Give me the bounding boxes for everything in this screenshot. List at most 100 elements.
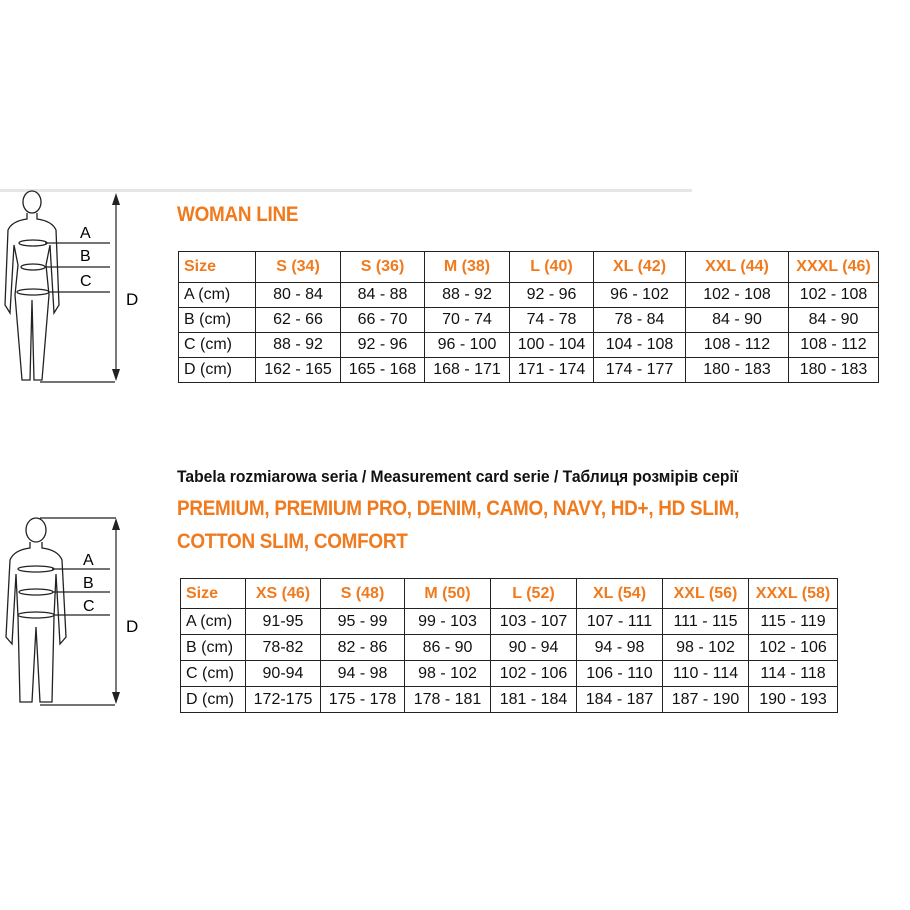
label-b: B bbox=[83, 575, 94, 592]
table-cell: 78-82 bbox=[245, 634, 321, 661]
label-d: D bbox=[126, 290, 138, 309]
label-c: C bbox=[80, 273, 92, 290]
woman-figure-diagram: A B C D bbox=[4, 190, 138, 383]
table-cell: 174 - 177 bbox=[593, 357, 686, 383]
column-header: XL (42) bbox=[593, 251, 686, 283]
table-cell: 96 - 102 bbox=[593, 282, 686, 308]
cropped-header-line bbox=[0, 189, 692, 192]
table-row: C (cm) 90-94 94 - 98 98 - 102 102 - 106 106 -… bbox=[180, 660, 838, 687]
table-cell: 190 - 193 bbox=[748, 686, 838, 713]
column-header: M (50) bbox=[404, 578, 491, 609]
column-header: XS (46) bbox=[245, 578, 321, 609]
label-b: B bbox=[80, 248, 91, 265]
table-cell: 106 - 110 bbox=[576, 660, 663, 687]
table-cell: 88 - 92 bbox=[255, 332, 341, 358]
table-cell: 110 - 114 bbox=[662, 660, 749, 687]
table-cell: 62 - 66 bbox=[255, 307, 341, 333]
table-cell: 66 - 70 bbox=[340, 307, 425, 333]
table-cell: 74 - 78 bbox=[509, 307, 594, 333]
table-row: A (cm) 91-95 95 - 99 99 - 103 103 - 107 107 -… bbox=[180, 608, 838, 635]
table-cell: 102 - 108 bbox=[685, 282, 789, 308]
table-cell: 80 - 84 bbox=[255, 282, 341, 308]
table-cell: 86 - 90 bbox=[404, 634, 491, 661]
table-cell: 98 - 102 bbox=[404, 660, 491, 687]
table-row: B (cm) 78-82 82 - 86 86 - 90 90 - 94 94 - 98 9… bbox=[180, 634, 838, 661]
table-cell: 107 - 111 bbox=[576, 608, 663, 635]
table-cell: 114 - 118 bbox=[748, 660, 838, 687]
table-cell: 84 - 90 bbox=[685, 307, 789, 333]
measurement-subtitle: Tabela rozmiarowa seria / Measurement ca… bbox=[177, 467, 739, 486]
premium-size-table: Size XS (46) S (48) M (50) L (52) XL (54) XXL … bbox=[180, 578, 838, 713]
table-cell: 98 - 102 bbox=[662, 634, 749, 661]
column-header: L (52) bbox=[490, 578, 577, 609]
table-cell: 180 - 183 bbox=[788, 357, 879, 383]
table-cell: 92 - 96 bbox=[509, 282, 594, 308]
table-cell: 108 - 112 bbox=[685, 332, 789, 358]
column-header: XXL (56) bbox=[662, 578, 749, 609]
column-header: XXXL (46) bbox=[788, 251, 879, 283]
table-cell: 108 - 112 bbox=[788, 332, 879, 358]
column-header: S (36) bbox=[340, 251, 425, 283]
woman-line-title: WOMAN LINE bbox=[177, 203, 299, 226]
table-cell: 70 - 74 bbox=[424, 307, 510, 333]
row-label: B (cm) bbox=[178, 307, 256, 333]
table-cell: 184 - 187 bbox=[576, 686, 663, 713]
row-label: D (cm) bbox=[178, 357, 256, 383]
column-header: M (38) bbox=[424, 251, 510, 283]
header-row: Size S (34) S (36) M (38) L (40) XL (42) XXL (… bbox=[178, 251, 879, 283]
row-label: C (cm) bbox=[180, 660, 246, 687]
label-c: C bbox=[83, 598, 95, 615]
column-header: XXL (44) bbox=[685, 251, 789, 283]
table-cell: 84 - 88 bbox=[340, 282, 425, 308]
premium-title-line1: PREMIUM, PREMIUM PRO, DENIM, CAMO, NAVY,… bbox=[177, 497, 740, 520]
column-header: S (48) bbox=[320, 578, 405, 609]
table-cell: 92 - 96 bbox=[340, 332, 425, 358]
row-label: B (cm) bbox=[180, 634, 246, 661]
table-cell: 175 - 178 bbox=[320, 686, 405, 713]
table-cell: 84 - 90 bbox=[788, 307, 879, 333]
table-cell: 104 - 108 bbox=[593, 332, 686, 358]
table-row: D (cm) 172-175 175 - 178 178 - 181 181 - 184… bbox=[180, 686, 838, 713]
label-a: A bbox=[83, 552, 94, 569]
table-cell: 88 - 92 bbox=[424, 282, 510, 308]
row-label: C (cm) bbox=[178, 332, 256, 358]
header-row: Size XS (46) S (48) M (50) L (52) XL (54) XXL … bbox=[180, 578, 838, 609]
table-cell: 99 - 103 bbox=[404, 608, 491, 635]
table-cell: 82 - 86 bbox=[320, 634, 405, 661]
table-cell: 187 - 190 bbox=[662, 686, 749, 713]
label-a: A bbox=[80, 225, 91, 242]
column-header: Size bbox=[178, 251, 256, 283]
table-cell: 171 - 174 bbox=[509, 357, 594, 383]
table-cell: 94 - 98 bbox=[576, 634, 663, 661]
column-header: S (34) bbox=[255, 251, 341, 283]
table-cell: 111 - 115 bbox=[662, 608, 749, 635]
table-cell: 162 - 165 bbox=[255, 357, 341, 383]
table-cell: 180 - 183 bbox=[685, 357, 789, 383]
column-header: XXXL (58) bbox=[748, 578, 838, 609]
table-cell: 90-94 bbox=[245, 660, 321, 687]
table-cell: 181 - 184 bbox=[490, 686, 577, 713]
table-cell: 90 - 94 bbox=[490, 634, 577, 661]
column-header: Size bbox=[180, 578, 246, 609]
table-cell: 102 - 108 bbox=[788, 282, 879, 308]
table-cell: 103 - 107 bbox=[490, 608, 577, 635]
table-cell: 95 - 99 bbox=[320, 608, 405, 635]
table-cell: 172-175 bbox=[245, 686, 321, 713]
premium-title-line2: COTTON SLIM, COMFORT bbox=[177, 530, 408, 553]
table-row: B (cm) 62 - 66 66 - 70 70 - 74 74 - 78 78 - 8… bbox=[178, 307, 879, 333]
table-row: D (cm) 162 - 165 165 - 168 168 - 171 171 - 1… bbox=[178, 357, 879, 383]
table-row: A (cm) 80 - 84 84 - 88 88 - 92 92 - 96 96 - 1… bbox=[178, 282, 879, 308]
table-cell: 94 - 98 bbox=[320, 660, 405, 687]
row-label: D (cm) bbox=[180, 686, 246, 713]
man-figure-diagram: A B C D bbox=[5, 517, 138, 706]
table-cell: 102 - 106 bbox=[748, 634, 838, 661]
table-cell: 100 - 104 bbox=[509, 332, 594, 358]
table-cell: 168 - 171 bbox=[424, 357, 510, 383]
table-cell: 78 - 84 bbox=[593, 307, 686, 333]
table-cell: 178 - 181 bbox=[404, 686, 491, 713]
column-header: L (40) bbox=[509, 251, 594, 283]
table-cell: 91-95 bbox=[245, 608, 321, 635]
row-label: A (cm) bbox=[178, 282, 256, 308]
row-label: A (cm) bbox=[180, 608, 246, 635]
table-cell: 102 - 106 bbox=[490, 660, 577, 687]
